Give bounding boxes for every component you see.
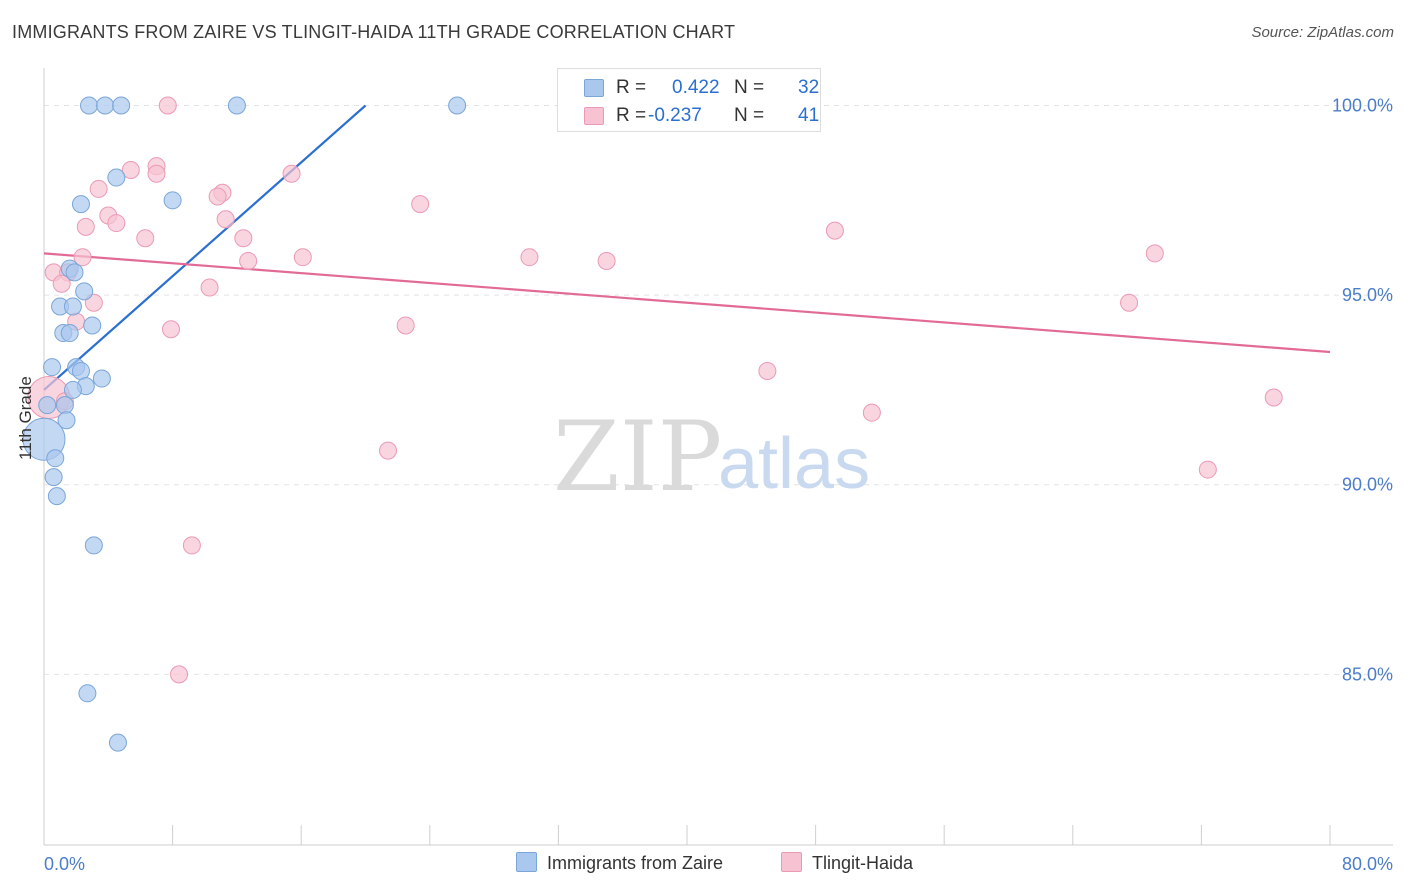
tick-labels: 85.0% 90.0% 95.0% 100.0% 0.0% 80.0% [44, 96, 1393, 874]
y-axis-label: 11th Grade [16, 376, 35, 460]
zaire-point [83, 316, 102, 335]
legend-swatch-pink [584, 107, 604, 125]
tlingit-point [52, 274, 71, 293]
zaire-point [163, 191, 182, 210]
trend-lines [43, 104, 1331, 391]
tlingit-trend-line [43, 252, 1331, 354]
y-tick-label: 90.0% [1342, 475, 1393, 495]
zaire-point [60, 324, 79, 343]
zaire-point [57, 411, 76, 430]
zaire-point [38, 396, 57, 415]
tlingit-point [208, 187, 227, 206]
zaire-point [107, 168, 126, 187]
legend-swatch-blue [584, 79, 604, 97]
legend-r-value: 0.422 [672, 77, 720, 98]
tlingit-point [121, 160, 140, 179]
zaire-point [448, 96, 467, 115]
tlingit-point [1120, 293, 1139, 312]
tlingit-point [158, 96, 177, 115]
y-tick-label: 95.0% [1342, 285, 1393, 305]
zaire-point [46, 449, 65, 468]
zaire-point [80, 96, 99, 115]
bottom-legend-label: Immigrants from Zaire [547, 853, 724, 873]
tlingit-point [1264, 388, 1283, 407]
grid-lines [44, 105, 1390, 675]
zaire-point [78, 684, 97, 703]
watermark-atlas: atlas [718, 424, 870, 504]
zaire-point [47, 487, 66, 506]
legend-r-value: -0.237 [648, 105, 702, 126]
watermark-zip: ZIP [553, 401, 722, 513]
tlingit-point [216, 210, 235, 229]
zaire-point [108, 733, 127, 752]
tlingit-point [161, 320, 180, 339]
bottom-legend-swatch-pink [781, 852, 802, 872]
zaire-point [96, 96, 115, 115]
stats-legend: R = 0.422 N = 32 R = -0.237 N = 41 [557, 68, 821, 132]
zaire-point [92, 369, 111, 388]
tlingit-point [396, 316, 415, 335]
bottom-legend-zaire: Immigrants from Zaire [516, 852, 723, 874]
tlingit-point [411, 195, 430, 214]
data-points [22, 96, 1283, 752]
tlingit-point [200, 278, 219, 297]
tlingit-point [182, 536, 201, 555]
tlingit-point [234, 229, 253, 248]
tlingit-point [1198, 460, 1217, 479]
zaire-point [44, 468, 63, 487]
legend-r-label: R = [616, 77, 647, 98]
tlingit-point [282, 164, 301, 183]
tlingit-point [89, 179, 108, 198]
tlingit-point [758, 361, 777, 380]
zaire-trend-line [43, 104, 367, 391]
tlingit-point [73, 248, 92, 267]
tlingit-point [239, 251, 258, 270]
tlingit-point [170, 665, 189, 684]
tlingit-point [825, 221, 844, 240]
tlingit-point [597, 251, 616, 270]
legend-n-value: 41 [798, 105, 820, 126]
bottom-legend-tlingit: Tlingit-Haida [781, 852, 913, 874]
x-tick-label: 0.0% [44, 854, 85, 874]
x-tick-label: 80.0% [1342, 854, 1393, 874]
zaire-point [43, 358, 62, 377]
zaire-point [55, 396, 74, 415]
source-credit: Source: ZipAtlas.com [1251, 24, 1394, 41]
tlingit-point [379, 441, 398, 460]
zaire-point [112, 96, 131, 115]
zaire-point [63, 297, 82, 316]
zaire-point [75, 282, 94, 301]
zaire-point [227, 96, 246, 115]
tlingit-point [107, 214, 126, 233]
zaire-point [71, 195, 90, 214]
tlingit-point [293, 248, 312, 267]
legend-n-label: N = [734, 105, 765, 126]
bottom-legend-swatch-blue [516, 852, 537, 872]
zaire-point [65, 263, 84, 282]
legend-n-label: N = [734, 77, 765, 98]
legend-r-label: R = [616, 105, 647, 126]
zaire-point [71, 361, 90, 380]
y-tick-label: 100.0% [1332, 96, 1393, 116]
tlingit-point [1145, 244, 1164, 263]
bottom-legend-label: Tlingit-Haida [812, 853, 914, 873]
tlingit-point [136, 229, 155, 248]
tlingit-point [76, 217, 95, 236]
y-tick-label: 85.0% [1342, 664, 1393, 684]
legend-n-value: 32 [798, 77, 820, 98]
tlingit-point [862, 403, 881, 422]
tlingit-point [147, 164, 166, 183]
zaire-point [63, 380, 82, 399]
chart-title: IMMIGRANTS FROM ZAIRE VS TLINGIT-HAIDA 1… [12, 22, 736, 42]
tlingit-point [520, 248, 539, 267]
zaire-point [84, 536, 103, 555]
